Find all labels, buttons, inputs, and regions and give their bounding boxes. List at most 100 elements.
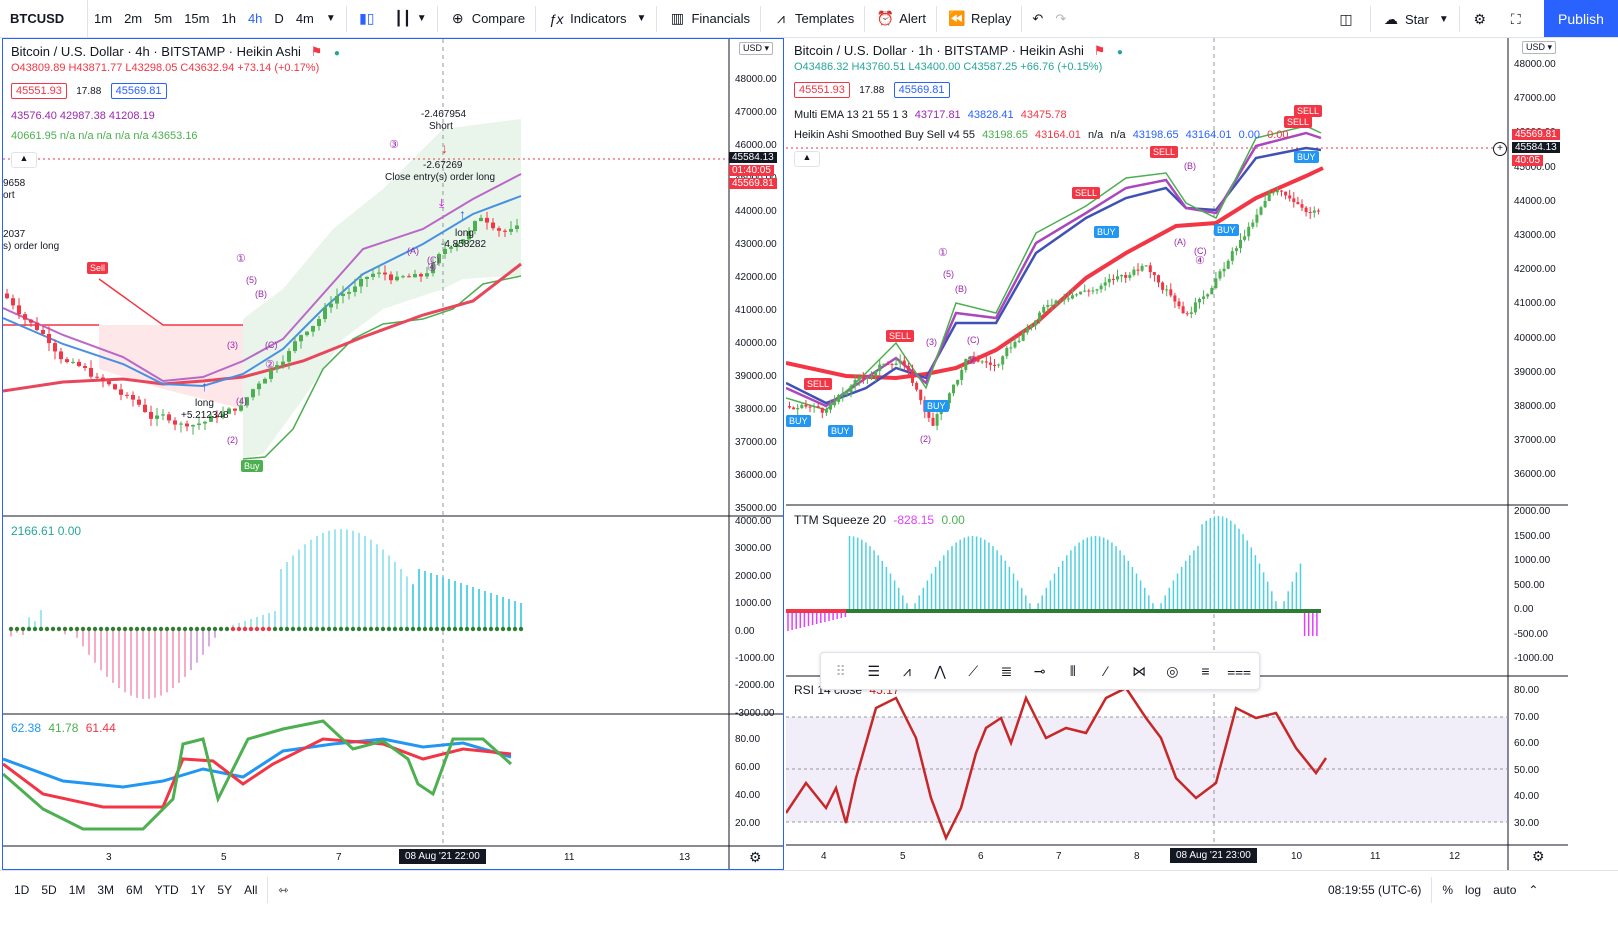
trend-line-icon[interactable]: ⟋ bbox=[968, 662, 979, 679]
replay-button[interactable]: ⏪ Replay bbox=[941, 0, 1017, 38]
squeeze-dot bbox=[344, 626, 350, 632]
fib-spiral-icon[interactable]: ◎ bbox=[1166, 662, 1179, 679]
log-toggle[interactable]: log bbox=[1465, 883, 1482, 897]
range-3m[interactable]: 3M bbox=[97, 882, 115, 897]
interval-4h[interactable]: 4h bbox=[247, 11, 263, 26]
horizontal-ray-icon[interactable]: ⊸ bbox=[1033, 662, 1046, 679]
squeeze-dot bbox=[170, 626, 176, 632]
interval-d[interactable]: D bbox=[274, 11, 284, 26]
range-6m[interactable]: 6M bbox=[126, 882, 143, 897]
bid-price[interactable]: 45551.93 bbox=[794, 82, 850, 98]
ask-price[interactable]: 45569.81 bbox=[893, 82, 950, 98]
undo-button[interactable]: ↶ bbox=[1026, 0, 1049, 38]
wave-label: ① bbox=[236, 253, 246, 265]
auto-toggle[interactable]: auto bbox=[1493, 883, 1517, 897]
xabcd-pattern-icon[interactable]: ⋈ bbox=[1132, 662, 1147, 679]
sell-signal: SELL bbox=[1294, 105, 1323, 117]
collapse-legend-button[interactable]: ▲ bbox=[794, 151, 820, 167]
rsi-tick: 70.00 bbox=[1514, 711, 1540, 723]
left-chart-canvas[interactable]: ↓ ↑ ↑ ⤓ bbox=[3, 39, 784, 870]
indicators-button[interactable]: ƒx Indicators ▼ bbox=[540, 0, 652, 38]
chevron-up-icon: ▲ bbox=[19, 153, 29, 163]
bar-style-button[interactable]: ▮▯ bbox=[351, 0, 387, 38]
candle-body bbox=[467, 230, 471, 240]
fib-channel-icon[interactable]: ≣ bbox=[1000, 662, 1013, 679]
gear-icon[interactable]: ⚙ bbox=[749, 849, 762, 865]
squeeze-dot bbox=[284, 626, 290, 632]
left-chart-pane[interactable]: ↓ ↑ ↑ ⤓ Bitcoin / U.S. Dollar · 4h · BITSTA… bbox=[2, 38, 784, 870]
templates-button[interactable]: ⩘ Templates bbox=[765, 0, 860, 38]
elliott-wave-icon[interactable]: ⩘ bbox=[902, 662, 911, 679]
candle-body bbox=[137, 399, 141, 405]
symbol-search[interactable]: BTCUSD bbox=[0, 0, 88, 38]
redo-button[interactable]: ↷ bbox=[1049, 0, 1072, 38]
percent-toggle[interactable]: % bbox=[1442, 883, 1454, 897]
range-1d[interactable]: 1D bbox=[14, 882, 30, 897]
right-chart-canvas[interactable] bbox=[786, 38, 1568, 870]
replay-label: Replay bbox=[970, 11, 1012, 26]
candle-body bbox=[491, 222, 495, 229]
candle-body bbox=[485, 217, 489, 223]
publish-button[interactable]: Publish bbox=[1544, 0, 1618, 37]
alert-button[interactable]: ⏰ Alert bbox=[869, 0, 932, 38]
squeeze-dot bbox=[314, 626, 320, 632]
settings-button[interactable]: ⚙ bbox=[1464, 0, 1500, 38]
goto-date-button[interactable]: ⇿ bbox=[272, 883, 294, 897]
financials-button[interactable]: ▥ Financials bbox=[661, 0, 756, 38]
ema-value-3: 43475.78 bbox=[1020, 109, 1067, 121]
right-chart-pane[interactable]: Bitcoin / U.S. Dollar · 1h · BITSTAMP · … bbox=[786, 38, 1568, 870]
range-5d[interactable]: 5D bbox=[41, 882, 57, 897]
chevron-up-button[interactable]: ⌃ bbox=[1522, 883, 1544, 897]
fib-retracement-icon[interactable]: ≡ bbox=[1201, 663, 1210, 679]
range-all[interactable]: All bbox=[244, 882, 258, 897]
interval-1m[interactable]: 1m bbox=[94, 11, 113, 26]
flag-icon[interactable]: ⚑ bbox=[1093, 43, 1106, 58]
flag-icon[interactable]: ⚑ bbox=[310, 44, 323, 59]
ask-price[interactable]: 45569.81 bbox=[110, 83, 167, 99]
bid-price[interactable]: 45551.93 bbox=[11, 83, 67, 99]
candle-body bbox=[215, 415, 219, 418]
star-button[interactable]: ☁ Star ▼ bbox=[1375, 0, 1455, 38]
spread: 17.88 bbox=[76, 86, 102, 97]
interval-15m[interactable]: 15m bbox=[184, 11, 210, 26]
currency-select[interactable]: USD ▾ bbox=[739, 42, 774, 55]
add-alert-icon[interactable]: + bbox=[1493, 142, 1507, 156]
currency-select[interactable]: USD ▾ bbox=[1522, 41, 1557, 54]
interval-dropdown[interactable]: ▼ bbox=[320, 0, 342, 38]
range-1m[interactable]: 1M bbox=[68, 882, 86, 897]
chevron-down-icon: ▼ bbox=[325, 13, 336, 24]
range-1y[interactable]: 1Y bbox=[190, 882, 206, 897]
collapse-legend-button[interactable]: ▲ bbox=[11, 152, 37, 168]
candle-body bbox=[829, 405, 832, 410]
layout-button[interactable]: ◫ bbox=[1330, 0, 1366, 38]
candle-body bbox=[497, 228, 501, 231]
pitchfork-icon[interactable]: ⫴ bbox=[1069, 662, 1076, 679]
candle-body bbox=[1263, 200, 1267, 208]
fib-extension-icon[interactable]: ⩶ bbox=[1227, 662, 1252, 679]
range-5y[interactable]: 5Y bbox=[217, 882, 233, 897]
interval-2m[interactable]: 2m bbox=[124, 11, 143, 26]
interval-5m[interactable]: 5m bbox=[154, 11, 173, 26]
interval-4m[interactable]: 4m bbox=[295, 11, 314, 26]
drag-handle-icon[interactable]: ⠿ bbox=[835, 662, 846, 679]
candle-body bbox=[878, 364, 882, 371]
clock[interactable]: 08:19:55 (UTC-6) bbox=[1328, 883, 1422, 897]
squeeze-dot bbox=[206, 626, 212, 632]
compare-button[interactable]: ⊕ Compare bbox=[442, 0, 531, 38]
chart-type-button[interactable]: ┃┃ ▼ bbox=[387, 0, 433, 38]
candle-body bbox=[1128, 274, 1132, 278]
interval-1h[interactable]: 1h bbox=[221, 11, 236, 26]
fullscreen-button[interactable]: ⛶ bbox=[1500, 0, 1536, 38]
ha-value: n/a bbox=[1087, 129, 1104, 141]
candle-body bbox=[1255, 214, 1259, 223]
lines-icon[interactable]: ☰ bbox=[867, 662, 881, 679]
gear-icon[interactable]: ⚙ bbox=[1532, 848, 1545, 864]
squeeze-dot bbox=[230, 626, 236, 632]
ray-icon[interactable]: ∕ bbox=[1104, 663, 1108, 679]
range-ytd[interactable]: YTD bbox=[154, 882, 179, 897]
candle-body bbox=[820, 407, 824, 413]
osc2-green-line bbox=[3, 719, 512, 831]
ttm-tick: -500.00 bbox=[1514, 628, 1548, 640]
squeeze-dot bbox=[164, 626, 170, 632]
abc-pattern-icon[interactable]: ⋀ bbox=[934, 662, 946, 679]
